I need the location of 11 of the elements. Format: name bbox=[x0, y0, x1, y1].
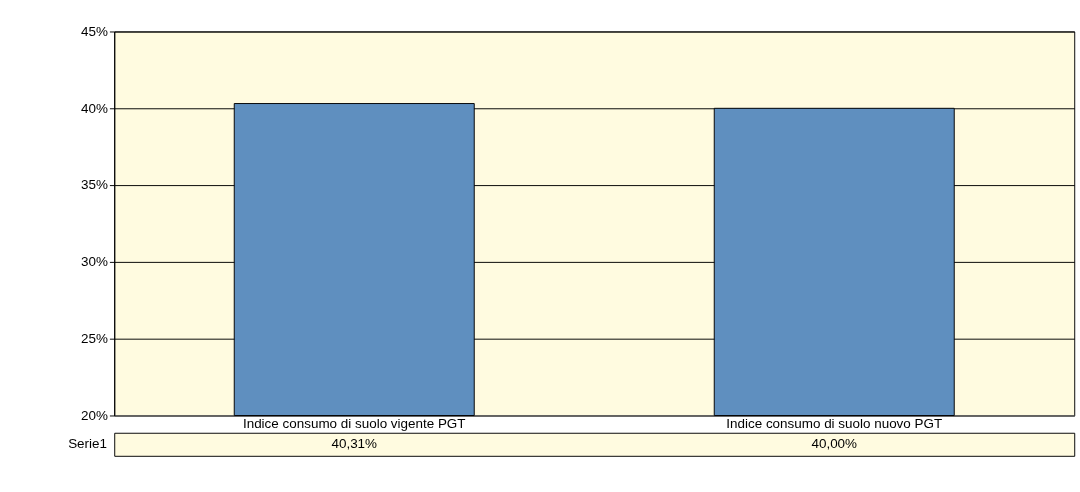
y-tick-label: 20% bbox=[81, 407, 109, 423]
y-tick-label: 30% bbox=[81, 254, 109, 270]
data-label: 40,31% bbox=[331, 436, 378, 452]
y-tick-label: 40% bbox=[81, 100, 109, 116]
x-tick-label: Indice consumo di suolo nuovo PGT bbox=[726, 416, 943, 432]
data-label: 40,00% bbox=[811, 436, 858, 452]
y-tick-label: 25% bbox=[81, 331, 109, 347]
y-tick-label: 45% bbox=[81, 23, 109, 39]
text: Serie1 bbox=[68, 436, 107, 452]
x-tick-label: Indice consumo di suolo vigente PGT bbox=[242, 416, 466, 432]
y-tick-label: 35% bbox=[81, 177, 109, 193]
